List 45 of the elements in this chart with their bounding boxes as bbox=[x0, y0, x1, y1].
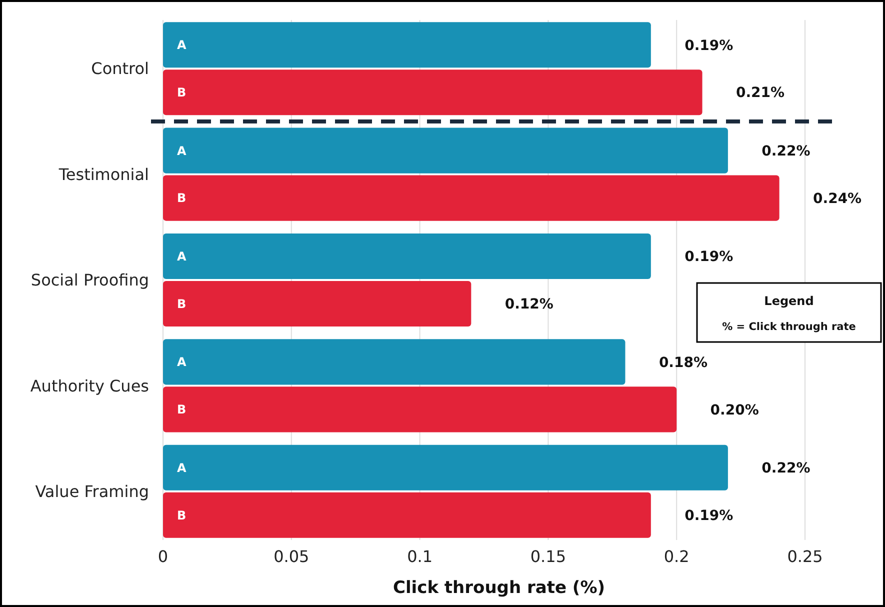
text: B bbox=[177, 402, 186, 417]
data-label: 0.20% bbox=[710, 402, 759, 418]
text: A bbox=[177, 249, 186, 264]
y-tick-label: Control bbox=[91, 59, 149, 78]
y-tick-label: Testimonial bbox=[58, 164, 149, 184]
x-tick-label: 0.05 bbox=[274, 547, 310, 566]
bar bbox=[163, 70, 702, 116]
x-tick-label: 0.25 bbox=[787, 547, 823, 566]
data-label: 0.21% bbox=[736, 85, 785, 102]
x-tick-label: 0.1 bbox=[407, 547, 433, 566]
data-label: 0.18% bbox=[658, 354, 708, 371]
y-tick-label: Value Framing bbox=[35, 482, 149, 501]
x-axis-title: Click through rate (%) bbox=[392, 578, 606, 598]
data-label: 0.22% bbox=[762, 143, 810, 160]
bar bbox=[163, 280, 472, 327]
x-tick-label: 0 bbox=[158, 547, 168, 566]
y-tick-label: Authority Cues bbox=[30, 376, 149, 396]
bar bbox=[163, 444, 728, 490]
bar bbox=[163, 175, 780, 221]
text: A bbox=[177, 144, 186, 158]
y-tick-label: Social Proofing bbox=[30, 270, 149, 290]
text: B bbox=[177, 296, 186, 311]
bar bbox=[163, 22, 651, 68]
x-tick-label: 0.15 bbox=[530, 547, 566, 566]
annotation: Legend bbox=[764, 294, 814, 308]
bar bbox=[163, 233, 651, 280]
data-label: 0.12% bbox=[504, 296, 554, 313]
data-label: 0.19% bbox=[684, 38, 734, 54]
text: A bbox=[177, 460, 186, 475]
series-label: B bbox=[177, 86, 186, 100]
bar bbox=[163, 339, 626, 385]
text: A bbox=[177, 355, 186, 370]
annotation: % = Click through rate bbox=[722, 321, 856, 333]
data-label: 0.24% bbox=[813, 190, 862, 207]
series-label: A bbox=[177, 38, 187, 52]
data-label: 0.22% bbox=[762, 460, 810, 477]
note-box: Legend % = Click through rate bbox=[696, 282, 882, 343]
x-tick-label: 0.2 bbox=[664, 547, 690, 566]
bar bbox=[163, 492, 651, 538]
data-label: 0.19% bbox=[684, 508, 734, 524]
data-label: 0.19% bbox=[684, 249, 734, 266]
bar bbox=[163, 386, 677, 432]
text: B bbox=[177, 191, 186, 206]
bar bbox=[163, 128, 728, 174]
text: B bbox=[177, 508, 186, 522]
